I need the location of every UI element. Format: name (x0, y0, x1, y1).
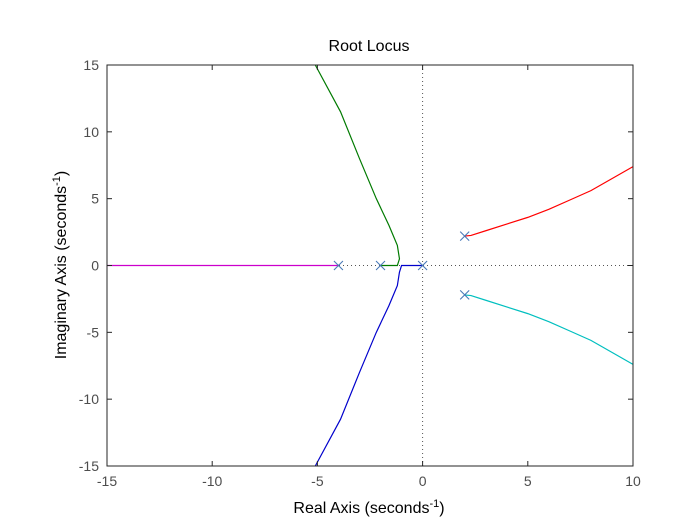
pole-marker-3 (417, 260, 428, 271)
x-axis-label: Real Axis (seconds-1) (293, 498, 444, 517)
locus-branch-5 (464, 294, 634, 365)
y-axis-label-superscript: -1 (51, 176, 63, 186)
pole-marker-2 (375, 260, 386, 271)
y-tick-label: 15 (83, 57, 99, 73)
pole-marker-5 (459, 290, 470, 300)
x-tick-label: 5 (524, 473, 532, 489)
x-axis-label-superscript: -1 (429, 498, 439, 510)
y-tick-label: 10 (83, 124, 99, 140)
locus-branch-3 (314, 264, 423, 467)
locus-branch-4 (464, 166, 634, 237)
locus-branch-2 (314, 64, 401, 267)
y-tick-label: -15 (79, 458, 99, 474)
y-tick-label: -5 (87, 324, 100, 340)
x-tick-label: -10 (202, 473, 222, 489)
y-tick-label: 0 (91, 258, 99, 274)
x-tick-label: 10 (625, 473, 641, 489)
pole-marker-1 (333, 260, 344, 271)
y-axis-label: Imaginary Axis (seconds-1) (51, 171, 70, 360)
chart-title: Root Locus (329, 38, 410, 55)
y-tick-label: -10 (79, 391, 99, 407)
y-tick-label: 5 (91, 191, 99, 207)
x-tick-label: -15 (97, 473, 117, 489)
pole-marker-4 (459, 231, 470, 241)
y-axis-label-text: Imaginary Axis (seconds (53, 186, 70, 359)
x-axis-label-text: Real Axis (seconds (293, 500, 429, 517)
x-axis-label-close: ) (439, 500, 444, 517)
y-axis-label-close: ) (53, 171, 70, 176)
plot-area: -15 -10 -5 0 5 10 -15 -10 -5 0 5 10 15 (79, 57, 641, 489)
x-tick-label: -5 (311, 473, 324, 489)
x-tick-label: 0 (419, 473, 427, 489)
